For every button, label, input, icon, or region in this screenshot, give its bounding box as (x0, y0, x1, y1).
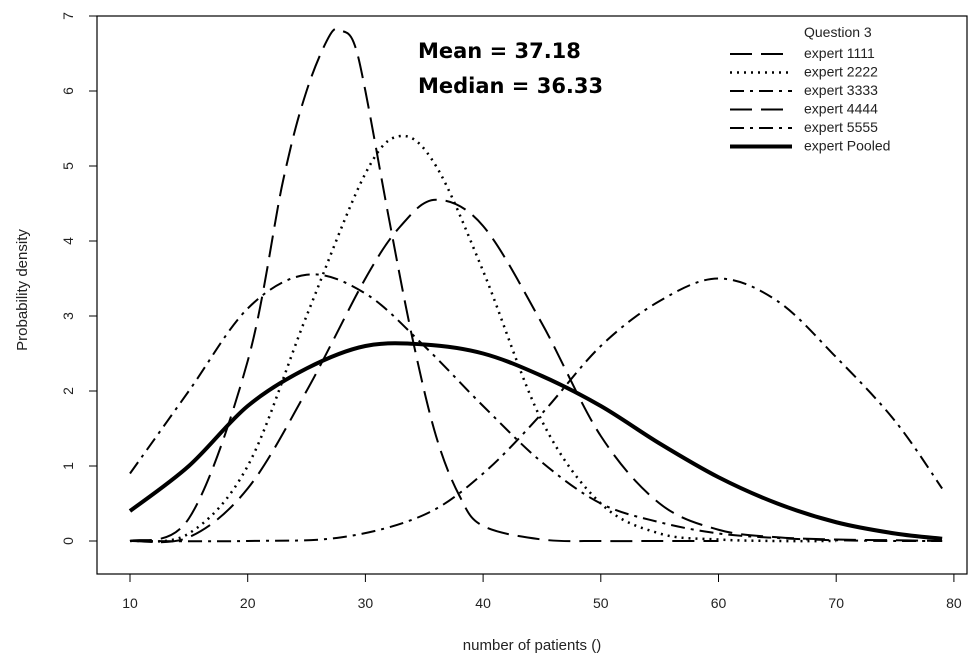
x-tick-label: 10 (122, 595, 138, 611)
x-tick-label: 60 (711, 595, 727, 611)
legend-item-label: expert 2222 (804, 64, 878, 80)
x-tick-label: 30 (358, 595, 374, 611)
axes-layer: 10 20 30 40 50 60 70 80 0 1 2 3 4 5 6 7 (60, 12, 962, 611)
x-tick-label: 50 (593, 595, 609, 611)
mean-annotation: Mean = 37.18 (418, 39, 581, 63)
series-line-4 (129, 198, 943, 544)
legend-item-label: expert 3333 (804, 82, 878, 98)
y-tick-label: 4 (60, 237, 76, 245)
y-tick-label: 1 (60, 462, 76, 470)
x-tick-label: 80 (946, 595, 962, 611)
legend: Question 3 expert 1111 expert 2222 expert … (730, 24, 890, 154)
series-line-1 (129, 27, 719, 543)
series-line-5 (129, 273, 943, 543)
y-axis-title: Probability density (14, 229, 31, 351)
y-tick-label: 5 (60, 162, 76, 170)
series-line-6 (128, 341, 943, 541)
x-axis-title: number of patients () (463, 637, 601, 654)
curves-layer (128, 27, 943, 544)
x-tick-label: 70 (828, 595, 844, 611)
y-tick-label: 2 (60, 387, 76, 395)
series-line-2 (129, 134, 837, 543)
y-tick-label: 0 (60, 537, 76, 545)
y-tick-label: 7 (60, 12, 76, 20)
x-tick-label: 40 (475, 595, 491, 611)
y-tick-label: 6 (60, 87, 76, 95)
x-tick-label: 20 (240, 595, 256, 611)
legend-item-label: expert 1111 (804, 45, 875, 61)
y-tick-label: 3 (60, 312, 76, 320)
legend-item-label: expert 5555 (804, 119, 878, 135)
series-line-3 (129, 277, 943, 543)
median-annotation: Median = 36.33 (418, 74, 603, 98)
legend-item-label: expert Pooled (804, 138, 890, 154)
legend-title: Question 3 (804, 24, 872, 40)
legend-item-label: expert 4444 (804, 101, 878, 117)
